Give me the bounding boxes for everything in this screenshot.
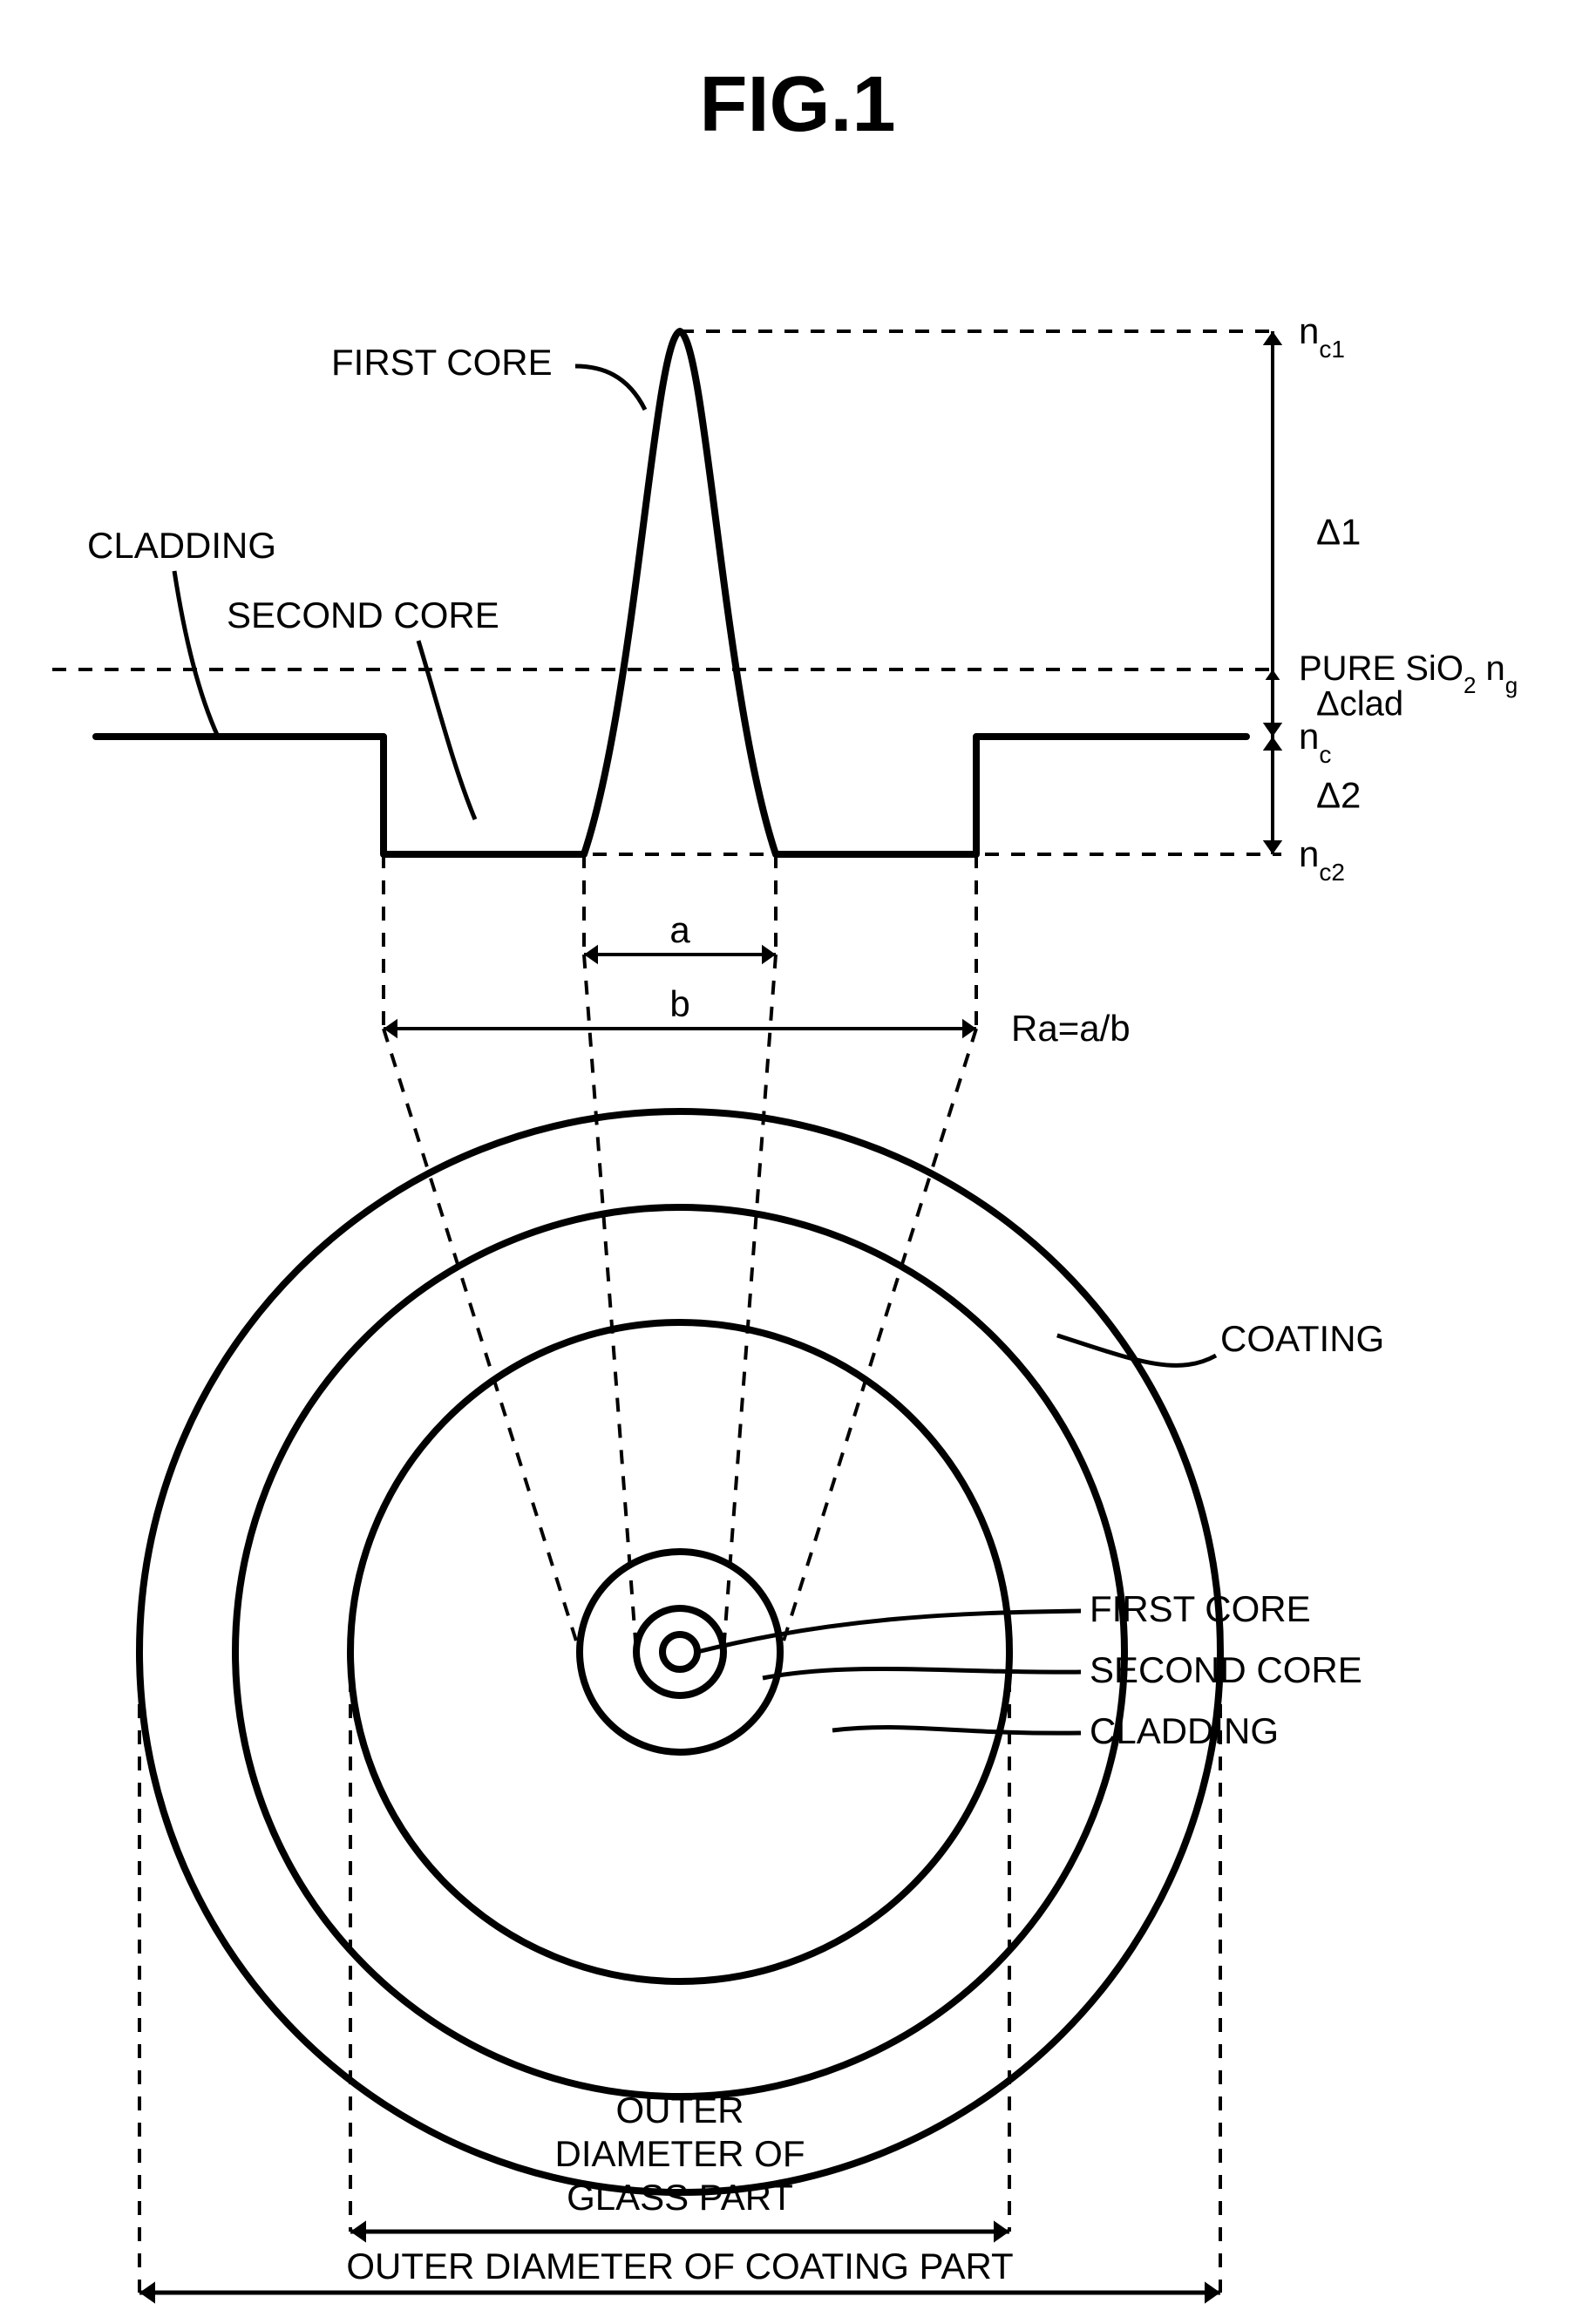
label-second-core-cs: SECOND CORE	[1090, 1649, 1362, 1690]
leader-second-core-top	[418, 641, 475, 819]
leader-coating	[1057, 1335, 1216, 1366]
label-first-core: FIRST CORE	[331, 342, 553, 383]
figure-svg: FIG.1FIRST CORECLADDINGSECOND COREnc1PUR…	[0, 0, 1596, 2324]
circle-coating-outer	[139, 1111, 1220, 2192]
label-first-core-cs: FIRST CORE	[1090, 1588, 1311, 1629]
leader-cladding-cs	[832, 1728, 1081, 1734]
label-a: a	[669, 909, 690, 950]
leader-first-core	[575, 366, 645, 410]
circle-coating-inner	[235, 1207, 1124, 2096]
label-second-core-top: SECOND CORE	[227, 595, 499, 635]
label-nc: nc	[1299, 716, 1331, 768]
circle-cladding	[350, 1322, 1009, 1981]
label-nc2: nc2	[1299, 833, 1345, 886]
figure-stage: FIG.1FIRST CORECLADDINGSECOND COREnc1PUR…	[0, 0, 1596, 2324]
figure-title: FIG.1	[699, 61, 895, 148]
label-cladding-cs: CLADDING	[1090, 1710, 1279, 1751]
circle-first-core-inner	[662, 1634, 697, 1669]
label-cladding-top: CLADDING	[87, 525, 276, 566]
leader-cladding-top	[174, 571, 218, 737]
label-coating: COATING	[1220, 1318, 1384, 1359]
label-delta-clad: Δclad	[1316, 685, 1403, 724]
leader-first-core-cs	[697, 1611, 1081, 1652]
circle-second-core	[580, 1552, 780, 1752]
refractive-index-profile	[96, 331, 1246, 854]
label-nc1: nc1	[1299, 310, 1345, 363]
label-outer-coating: OUTER DIAMETER OF COATING PART	[346, 2246, 1013, 2287]
label-delta1: Δ1	[1316, 512, 1361, 553]
label-b: b	[669, 983, 689, 1024]
label-outer-glass: OUTERDIAMETER OFGLASS PART	[554, 2090, 805, 2218]
label-delta2: Δ2	[1316, 775, 1361, 816]
leader-second-core-cs	[763, 1668, 1081, 1678]
circle-first-core	[636, 1608, 723, 1695]
label-ra: Ra=a/b	[1011, 1008, 1131, 1049]
